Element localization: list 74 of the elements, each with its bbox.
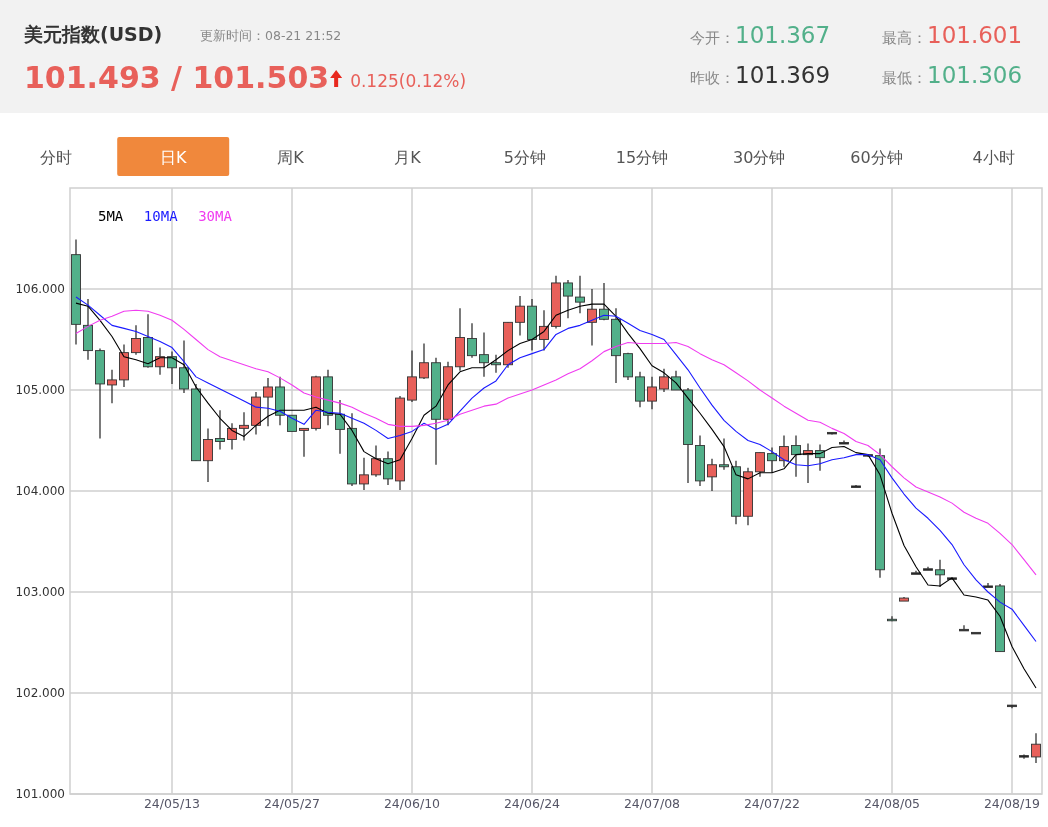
text: 日K <box>159 148 187 167</box>
text: 30分钟 <box>733 148 786 167</box>
text: 5分钟 <box>503 148 546 167</box>
x-tick-label: 24/08/19 <box>983 796 1041 811</box>
candlestick <box>719 437 729 471</box>
candlestick <box>959 624 969 632</box>
x-tick-label: 24/06/24 <box>503 796 561 811</box>
candlestick <box>575 275 585 314</box>
y-tick-label: 105.000 <box>15 383 65 397</box>
candlestick <box>647 376 657 410</box>
text: 10MA <box>143 208 179 224</box>
chart-subtitle: 更新时间：08-21 21:52 <box>200 28 342 43</box>
text: 最高：101.601 <box>882 22 1023 48</box>
candlestick <box>227 422 237 451</box>
text: 101.493 / 101.503 <box>24 60 330 95</box>
text: 5MA <box>98 208 124 224</box>
candlestick <box>983 582 993 588</box>
candlestick <box>419 342 429 380</box>
candlestick <box>203 427 213 483</box>
candlestick <box>1031 732 1041 764</box>
candlestick <box>563 279 573 319</box>
y-tick-label: 104.000 <box>15 484 65 498</box>
candlestick <box>599 282 609 321</box>
line-series <box>75 309 1037 576</box>
candlestick <box>179 339 189 394</box>
candlestick <box>707 458 717 492</box>
candlestick <box>911 570 921 575</box>
candlestick <box>407 350 417 403</box>
candlestick <box>467 322 477 359</box>
y-tick-label: 101.000 <box>15 787 65 801</box>
chart-title: 美元指数(USD) <box>23 23 163 45</box>
candlestick <box>659 368 669 393</box>
candlestick <box>239 411 249 442</box>
x-tick-label: 24/06/10 <box>383 796 441 811</box>
text: 60分钟 <box>850 148 903 167</box>
candlestick <box>935 559 945 588</box>
candlestick <box>479 331 489 378</box>
x-tick-label: 24/07/22 <box>743 796 801 811</box>
x-tick-label: 24/07/08 <box>623 796 681 811</box>
candlestick <box>131 324 141 356</box>
candlestick <box>107 369 117 404</box>
candlestick <box>515 295 525 337</box>
text: 30MA <box>198 208 233 224</box>
candlestick <box>923 566 933 571</box>
x-tick-label: 24/08/05 <box>863 796 921 811</box>
candlestick <box>587 288 597 347</box>
text: 月K <box>394 148 422 167</box>
candlestick <box>359 457 369 491</box>
candlestick <box>623 352 633 381</box>
candlestick <box>755 452 765 478</box>
text: 分时 <box>40 148 72 167</box>
text: 4小时 <box>972 148 1015 167</box>
y-tick-label: 103.000 <box>15 585 65 599</box>
text: 15分钟 <box>615 148 669 167</box>
candlestick <box>539 309 549 352</box>
y-tick-label: 102.000 <box>15 686 65 700</box>
candlestick <box>383 451 393 486</box>
text: 今开：101.367 <box>690 22 831 48</box>
x-tick-label: 24/05/27 <box>263 796 321 811</box>
text: 0.125(0.12%) <box>350 71 467 91</box>
candlestick <box>299 427 309 458</box>
text: 周K <box>277 148 305 167</box>
candlestick <box>767 446 777 474</box>
candlestick <box>791 434 801 478</box>
text: 昨收：101.369 <box>690 62 831 88</box>
y-tick-label: 106.000 <box>15 282 65 296</box>
candlestick <box>779 434 789 468</box>
x-tick-label: 24/05/13 <box>143 796 201 811</box>
text: 最低：101.306 <box>882 62 1023 88</box>
candlestick <box>491 354 501 374</box>
candlestick <box>839 439 849 445</box>
candlestick <box>215 409 225 451</box>
candlestick <box>263 377 273 427</box>
candlestick <box>371 444 381 478</box>
